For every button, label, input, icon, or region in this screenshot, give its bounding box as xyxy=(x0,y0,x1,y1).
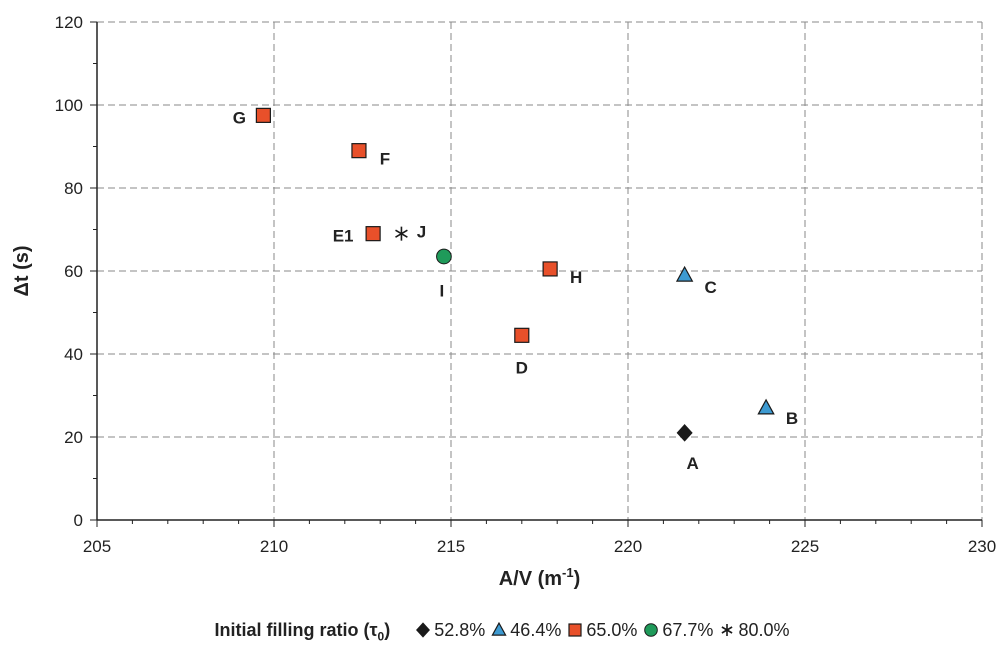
data-point-d xyxy=(514,327,530,343)
x-tick-label: 220 xyxy=(614,537,642,556)
legend-item: 67.7% xyxy=(643,620,713,641)
asterisk-marker-icon xyxy=(721,624,733,636)
x-tick-label: 225 xyxy=(791,537,819,556)
point-label-d: D xyxy=(516,358,528,377)
point-label-a: A xyxy=(686,454,698,473)
x-tick-label: 205 xyxy=(83,537,111,556)
circle-marker-icon xyxy=(644,623,659,637)
grid-lines xyxy=(97,21,983,520)
legend-marker xyxy=(721,624,733,636)
legend-marker xyxy=(568,623,582,637)
legend-marker xyxy=(416,622,431,638)
legend: Initial filling ratio (τ0) 52.8% 46.4% 65.… xyxy=(0,620,1004,644)
data-points xyxy=(255,107,775,442)
diamond-marker-icon xyxy=(416,622,431,638)
data-point-h xyxy=(542,261,558,277)
legend-item: 46.4% xyxy=(491,620,561,641)
x-tick-label: 210 xyxy=(260,537,288,556)
point-label-b: B xyxy=(786,409,798,428)
square-marker-icon xyxy=(568,623,582,637)
legend-items: 52.8% 46.4% 65.0% 67.7% 80.0% xyxy=(409,620,789,640)
y-tick-label: 40 xyxy=(64,345,83,364)
scatter-chart: 205 210 215 220 225 230 0 20 40 60 80 100 120 A B C D E… xyxy=(11,13,996,590)
legend-marker xyxy=(491,621,507,636)
y-tick-label: 80 xyxy=(64,179,83,198)
point-label-e1: E1 xyxy=(333,227,354,246)
data-point-i xyxy=(436,248,452,265)
legend-label: 67.7% xyxy=(662,620,714,640)
point-label-f: F xyxy=(380,150,390,169)
y-tick-label: 100 xyxy=(55,96,83,115)
point-label-g: G xyxy=(233,108,246,127)
asterisk-stroke xyxy=(395,229,408,238)
data-point-c xyxy=(675,265,694,282)
data-point-g xyxy=(255,107,271,123)
y-tick-label: 20 xyxy=(64,428,83,447)
axes xyxy=(90,21,983,527)
point-label-j: J xyxy=(417,223,426,242)
asterisk-stroke xyxy=(721,626,733,634)
legend-label: 65.0% xyxy=(586,620,638,640)
data-point-f xyxy=(351,143,367,159)
x-axis-title: A/V (m-1) xyxy=(499,565,581,590)
y-tick-label: 120 xyxy=(55,13,83,32)
triangle-marker-icon xyxy=(491,621,507,636)
data-point-b xyxy=(757,398,775,415)
y-tick-labels: 0 20 40 60 80 100 120 xyxy=(55,13,83,530)
data-point-a xyxy=(676,424,693,442)
x-tick-label: 215 xyxy=(437,537,465,556)
legend-title: Initial filling ratio (τ0) xyxy=(214,620,391,644)
data-point-e1 xyxy=(365,226,381,242)
legend-item: 65.0% xyxy=(567,620,637,641)
legend-label: 80.0% xyxy=(738,620,790,640)
point-label-h: H xyxy=(570,268,582,287)
y-tick-label: 60 xyxy=(64,262,83,281)
x-tick-label: 230 xyxy=(968,537,996,556)
legend-label: 52.8% xyxy=(434,620,486,640)
x-tick-labels: 205 210 215 220 225 230 xyxy=(83,537,996,556)
point-labels: A B C D E1 F G H I J xyxy=(233,108,798,472)
data-point-j xyxy=(395,226,408,241)
point-label-i: I xyxy=(440,281,445,300)
legend-item: 52.8% xyxy=(415,620,485,641)
point-label-c: C xyxy=(704,278,716,297)
y-tick-label: 0 xyxy=(74,511,83,530)
legend-label: 46.4% xyxy=(510,620,562,640)
y-axis-title: Δt (s) xyxy=(11,245,33,296)
legend-marker xyxy=(644,623,659,637)
legend-item: 80.0% xyxy=(719,620,789,641)
